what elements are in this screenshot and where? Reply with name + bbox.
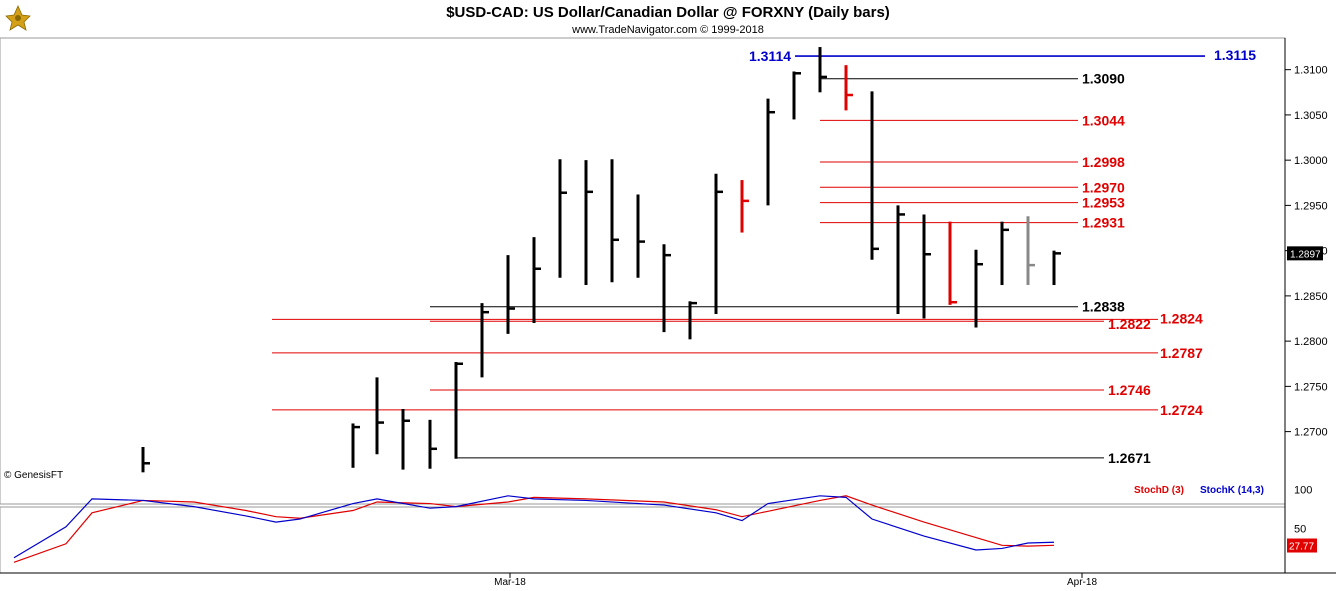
y-tick-label: 1.2950 [1294, 200, 1328, 212]
level-label-1.2746: 1.2746 [1108, 382, 1151, 398]
chart-title: $USD-CAD: US Dollar/Canadian Dollar @ FO… [446, 4, 890, 21]
level-label-1.2970: 1.2970 [1082, 179, 1125, 195]
level-label-1.2838: 1.2838 [1082, 299, 1125, 315]
stoch-tick-label: 50 [1294, 523, 1306, 535]
level-label-1.2824: 1.2824 [1160, 310, 1203, 326]
stoch-layer: 50 100 StochD (3) StochK (14,3) 27.77 [13, 485, 1317, 563]
y-tick-label: 1.3000 [1294, 155, 1328, 167]
price-bar [714, 173, 723, 314]
price-bar [480, 303, 489, 378]
price-bar [792, 71, 801, 120]
y-tick-label: 1.2750 [1294, 381, 1328, 393]
y-tick-label: 1.2800 [1294, 336, 1328, 348]
logo-icon [5, 5, 31, 31]
price-bar [375, 377, 384, 455]
price-bar [974, 249, 983, 328]
price-bar [896, 205, 905, 314]
watermark: © GenesisFT [4, 470, 63, 481]
price-bar [454, 361, 463, 459]
legend-stoch-k: StochK (14,3) [1200, 485, 1264, 496]
price-bar [506, 255, 515, 334]
y-tick-label: 1.2700 [1294, 427, 1328, 439]
price-bar [1000, 221, 1009, 286]
price-bar [532, 237, 541, 324]
x-tick-label: Apr-18 [1067, 577, 1097, 588]
price-bar [662, 244, 671, 333]
price-bar [636, 194, 645, 278]
level-label-1.3090: 1.3090 [1082, 71, 1125, 87]
level-label-1.3114: 1.3114 [749, 48, 791, 64]
y-tick-label: 1.3050 [1294, 110, 1328, 122]
price-bar [1026, 216, 1035, 286]
price-bar [948, 221, 957, 305]
price-bar [844, 65, 853, 111]
x-axis: Mar-18 Apr-18 [494, 573, 1097, 588]
price-bar [558, 159, 567, 278]
price-bar [141, 446, 150, 473]
stoch-value-label: 27.77 [1289, 542, 1314, 553]
price-bar [428, 419, 437, 469]
level-label-1.3044: 1.3044 [1082, 112, 1125, 128]
price-bar [688, 301, 697, 340]
level-label-1.2787: 1.2787 [1160, 345, 1203, 361]
bars-layer [141, 47, 1061, 473]
price-bar [351, 423, 360, 468]
chart-subtitle: www.TradeNavigator.com © 1999-2018 [571, 24, 764, 36]
price-bar [401, 408, 410, 470]
price-bar [740, 180, 749, 233]
level-label-1.2953: 1.2953 [1082, 195, 1125, 211]
last-price-label: 1.2897 [1290, 249, 1321, 260]
level-label-1.2998: 1.2998 [1082, 154, 1125, 170]
level-label-1.3115: 1.3115 [1214, 47, 1256, 63]
y-tick-label: 1.2850 [1294, 291, 1328, 303]
stoch-d-line [13, 495, 1055, 563]
price-bar [818, 47, 827, 93]
price-bar [584, 160, 593, 286]
stoch-value-badge [1287, 538, 1317, 553]
level-label-1.2931: 1.2931 [1082, 215, 1125, 231]
stoch-tick-label: 100 [1294, 485, 1312, 497]
price-bar [1052, 250, 1061, 286]
x-tick-label: Mar-18 [494, 577, 526, 588]
price-bar [610, 159, 619, 283]
level-label-1.2671: 1.2671 [1108, 450, 1151, 466]
last-price-badge [1287, 246, 1323, 261]
price-axis: 1.27001.27501.28001.28501.29001.29501.30… [1285, 65, 1328, 439]
price-bar [766, 98, 775, 206]
level-label-1.2724: 1.2724 [1160, 402, 1203, 418]
price-bar [870, 91, 879, 260]
levels-layer: 1.31151.31141.30901.30441.29981.29701.29… [272, 47, 1256, 466]
stoch-k-line [13, 495, 1055, 559]
y-tick-label: 1.3100 [1294, 65, 1328, 77]
legend-stoch-d: StochD (3) [1134, 485, 1184, 496]
level-label-1.2822: 1.2822 [1108, 316, 1151, 332]
price-bar [922, 214, 931, 319]
